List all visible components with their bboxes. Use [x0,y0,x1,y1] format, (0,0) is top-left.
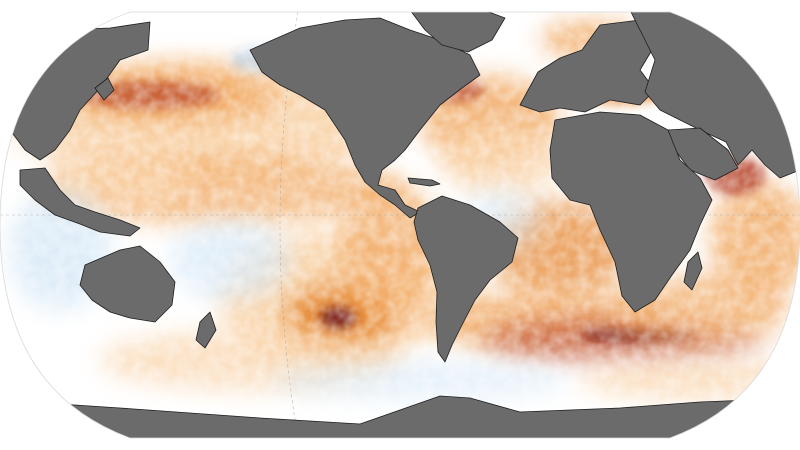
land-north-america [249,17,481,219]
land-australia [79,245,176,323]
land-caribbean [407,177,441,187]
land-masses [0,12,800,438]
land-new-zealand [195,311,217,349]
land-antarctica [0,395,800,438]
globe-outline [0,11,800,439]
land-south-america [413,195,519,363]
land-madagascar [683,251,703,291]
land-europe [519,19,656,113]
land-southeast-asia [19,167,141,237]
land-japan [94,77,115,101]
land-africa [549,111,713,313]
land-greenland [409,12,506,53]
